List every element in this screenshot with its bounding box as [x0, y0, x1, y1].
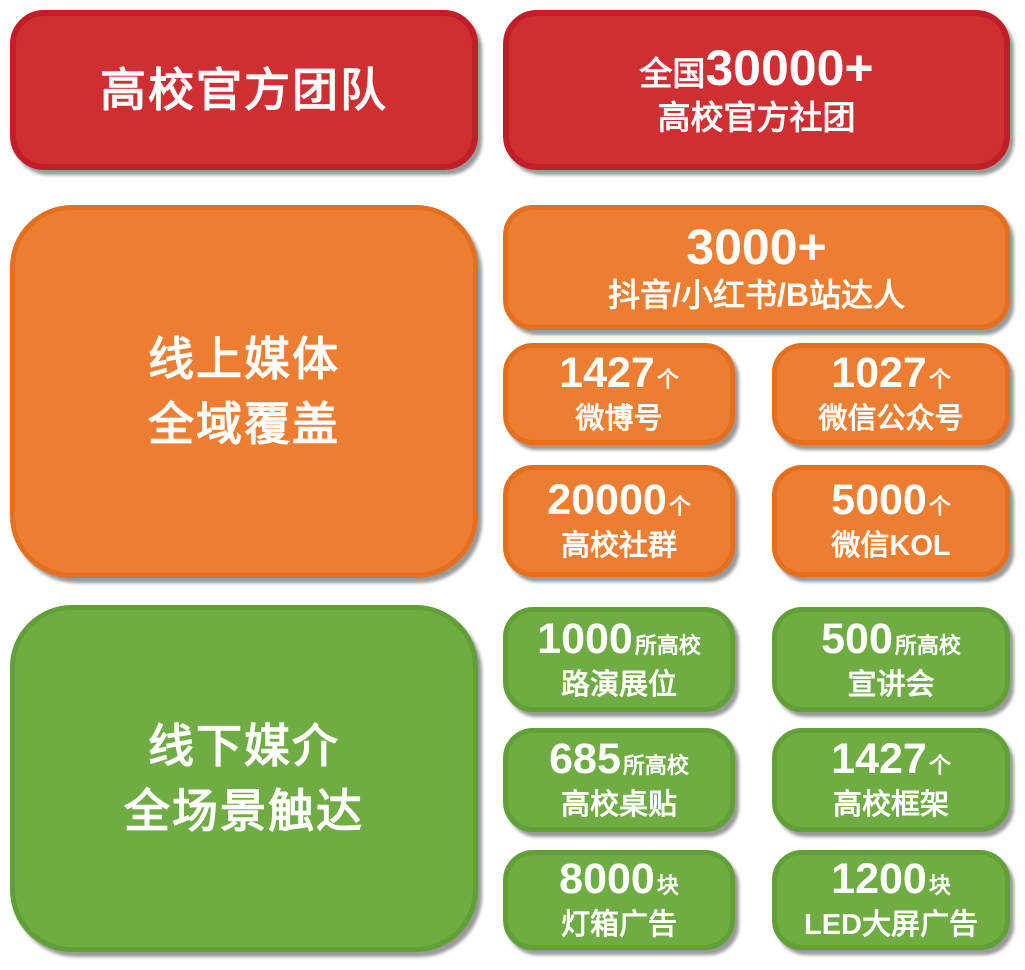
stat-number: 1427	[559, 349, 655, 398]
stat-card-wechat-kol: 5000 个 微信KOL	[772, 465, 1010, 577]
stat-number-row: 1200 块	[831, 855, 951, 904]
section-title-official-teams: 高校官方团队	[10, 10, 478, 170]
stat-label: 宣讲会	[847, 668, 935, 701]
stat-label: 微博号	[575, 403, 663, 436]
stat-card-wechat-accounts: 1027 个 微信公众号	[772, 343, 1010, 445]
stat-number-row: 1427 个	[559, 349, 679, 398]
stat-unit: 块	[656, 873, 679, 899]
stat-unit: 个	[928, 367, 951, 393]
stat-number-row: 20000 个	[547, 476, 691, 525]
stat-unit: 所高校	[894, 632, 961, 658]
stat-label: 高校桌贴	[560, 789, 677, 822]
stat-number: 1027	[831, 349, 927, 398]
stat-number: 1200	[831, 855, 927, 904]
stat-number-row: 3000+	[686, 221, 826, 274]
stat-card-lightbox-ads: 8000 块 灯箱广告	[503, 850, 735, 950]
stat-label: 灯箱广告	[560, 909, 677, 942]
stat-label: 微信KOL	[831, 530, 951, 563]
stat-number: 1427	[831, 735, 927, 784]
section-title-offline-media: 线下媒介 全场景触达	[10, 605, 478, 952]
section-title-text: 线下媒介 全场景触达	[124, 714, 364, 843]
stat-number-row: 5000 个	[831, 476, 951, 525]
stat-card-influencers: 3000+ 抖音/小红书/B站达人	[503, 205, 1010, 330]
section-title-text: 高校官方团队	[100, 63, 388, 116]
stat-number: 1000	[537, 614, 633, 663]
stat-card-desk-stickers: 685 所高校 高校桌贴	[503, 728, 735, 832]
stat-number-row: 全国 30000+	[639, 42, 873, 95]
stat-card-campus-frames: 1427 个 高校框架	[772, 728, 1010, 832]
stat-card-weibo: 1427 个 微博号	[503, 343, 735, 445]
stat-number: 30000+	[705, 39, 874, 96]
stat-prefix: 全国	[639, 54, 706, 92]
stat-card-roadshow-booths: 1000 所高校 路演展位	[503, 607, 735, 712]
stat-number: 3000+	[686, 219, 827, 276]
title-line-2: 全场景触达	[124, 784, 364, 837]
stat-label: LED大屏广告	[803, 909, 978, 942]
title-line-1: 线上媒体	[148, 333, 340, 386]
stat-label: 微信公众号	[818, 403, 964, 436]
stat-number-row: 500 所高校	[821, 614, 961, 663]
stat-number-row: 1427 个	[831, 735, 951, 784]
stat-card-official-clubs: 全国 30000+ 高校官方社团	[503, 10, 1010, 170]
stat-number-row: 8000 块	[559, 855, 679, 904]
stat-card-campus-groups: 20000 个 高校社群	[503, 465, 735, 577]
stat-unit: 个	[656, 367, 679, 393]
stat-card-led-screen-ads: 1200 块 LED大屏广告	[772, 850, 1010, 950]
stat-label: 高校官方社团	[657, 99, 856, 137]
stat-unit: 个	[668, 494, 691, 520]
stat-number-row: 1027 个	[831, 349, 951, 398]
stat-number: 500	[821, 614, 893, 663]
stat-label: 抖音/小红书/B站达人	[608, 276, 905, 313]
section-title-online-media: 线上媒体 全域覆盖	[10, 205, 478, 578]
stat-number: 685	[549, 735, 621, 784]
stat-number-row: 1000 所高校	[537, 614, 701, 663]
stat-number: 8000	[559, 855, 655, 904]
stat-unit: 个	[928, 753, 951, 779]
title-line-2: 全域覆盖	[148, 397, 340, 450]
stat-unit: 所高校	[622, 753, 689, 779]
stat-number: 20000	[547, 476, 667, 525]
stat-number: 5000	[831, 476, 927, 525]
stat-unit: 块	[928, 873, 951, 899]
stat-card-info-sessions: 500 所高校 宣讲会	[772, 607, 1010, 712]
stat-label: 高校框架	[832, 789, 949, 822]
stat-unit: 所高校	[634, 632, 701, 658]
title-line-1: 线下媒介	[148, 720, 340, 773]
stat-number-row: 685 所高校	[549, 735, 689, 784]
section-title-text: 线上媒体 全域覆盖	[148, 327, 340, 456]
stat-unit: 个	[928, 494, 951, 520]
stat-label: 高校社群	[560, 530, 677, 563]
stat-label: 路演展位	[560, 668, 677, 701]
